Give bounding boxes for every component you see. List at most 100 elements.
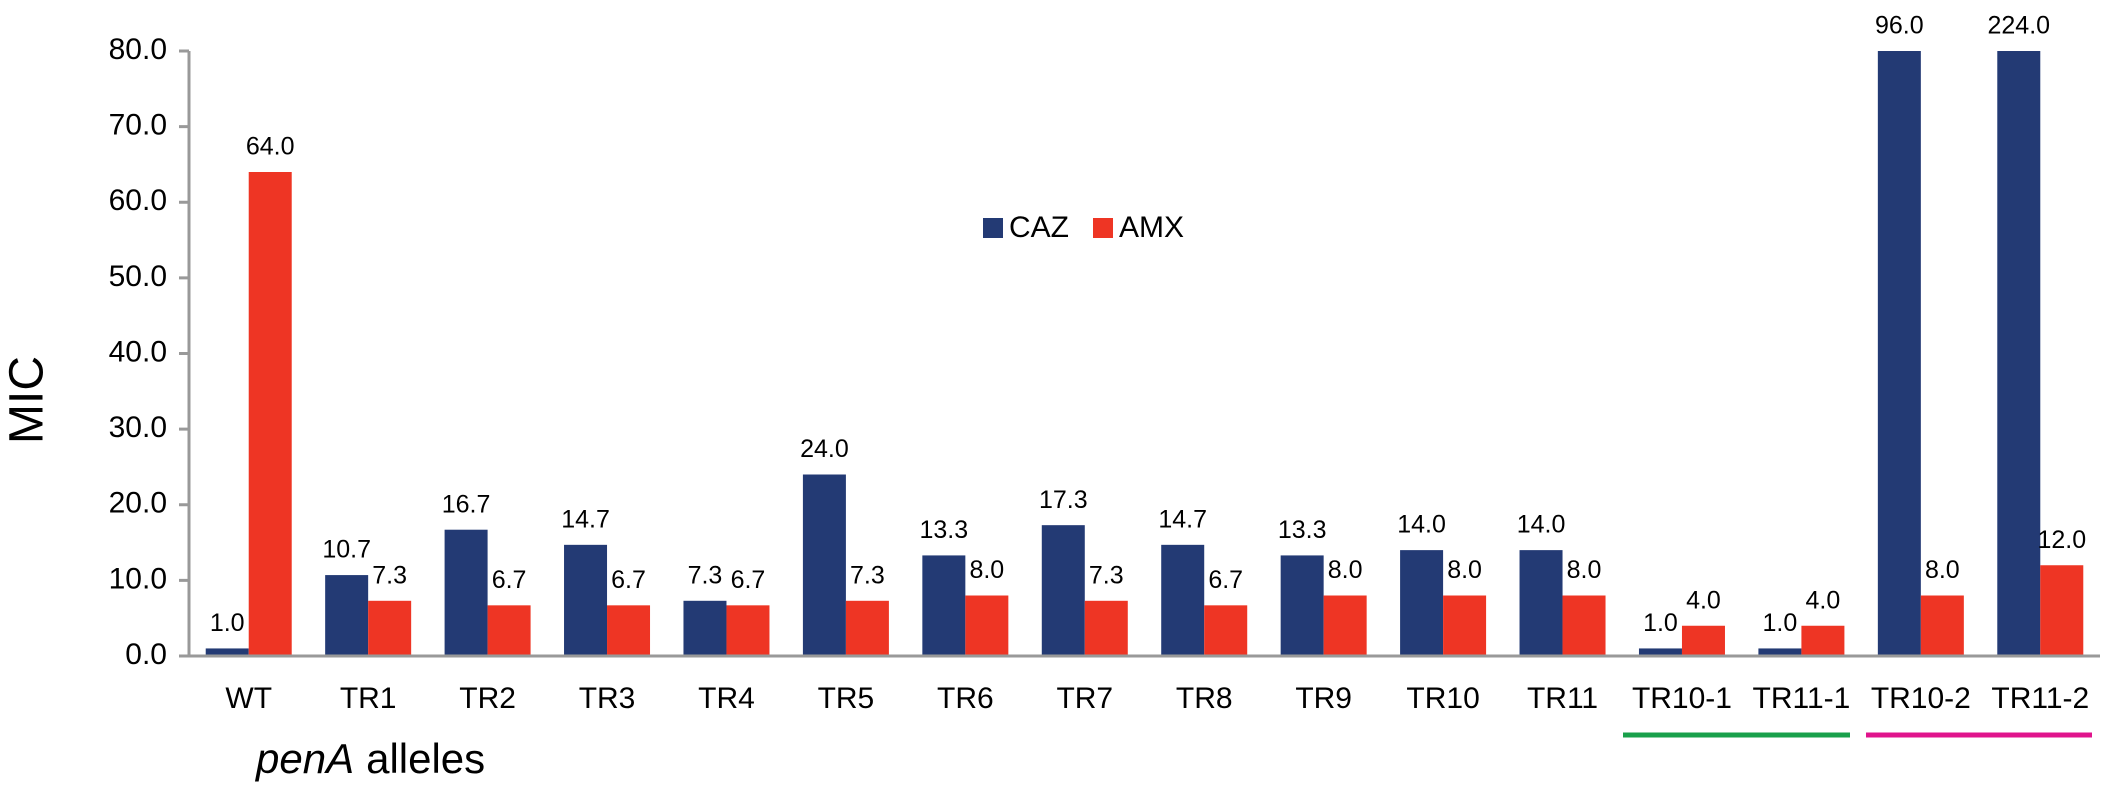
value-label: 1.0 (1643, 609, 1678, 637)
value-label: 96.0 (1875, 12, 1924, 40)
value-label: 14.0 (1517, 511, 1566, 539)
y-tick-label: 40.0 (109, 335, 167, 368)
value-label: 6.7 (1208, 566, 1243, 594)
value-label: 6.7 (492, 566, 527, 594)
bar (1562, 595, 1606, 656)
x-tick-label: TR8 (1176, 682, 1233, 715)
bar (1084, 600, 1128, 656)
value-label: 17.3 (1039, 486, 1088, 514)
bar (1280, 555, 1324, 656)
bar (1638, 648, 1682, 656)
y-tick-label: 80.0 (109, 33, 167, 66)
bar (1519, 550, 1563, 656)
x-axis-label-italic: penA (254, 735, 354, 782)
x-axis-label-rest: alleles (366, 735, 485, 782)
value-label: 14.0 (1397, 511, 1446, 539)
y-tick-label: 50.0 (109, 260, 167, 293)
legend-label: CAZ (1009, 211, 1069, 244)
bar (368, 600, 412, 656)
x-tick-label: TR1 (340, 682, 397, 715)
x-tick-label: TR3 (579, 682, 636, 715)
value-label: 7.3 (1089, 561, 1124, 589)
bar (1758, 648, 1802, 656)
value-label: 13.3 (920, 516, 969, 544)
x-tick-label: TR4 (698, 682, 755, 715)
bar (965, 595, 1009, 656)
bar (2040, 565, 2084, 656)
value-label: 6.7 (611, 566, 646, 594)
value-label: 64.0 (246, 133, 295, 161)
value-label: 224.0 (1988, 12, 2051, 40)
bar (726, 605, 770, 656)
x-tick-label: TR7 (1056, 682, 1113, 715)
bar (845, 600, 889, 656)
x-tick-label: TR11-2 (1991, 682, 2089, 715)
value-label: 1.0 (210, 609, 245, 637)
x-tick-label: TR10-2 (1871, 682, 1971, 715)
value-label: 4.0 (1806, 586, 1841, 614)
x-tick-label: TR9 (1295, 682, 1352, 715)
value-label: 6.7 (731, 566, 766, 594)
bar (1161, 544, 1205, 656)
x-tick-label: TR2 (459, 682, 516, 715)
bar (1997, 51, 2041, 656)
bar (564, 544, 608, 656)
value-label: 1.0 (1763, 609, 1798, 637)
x-tick-label: TR10 (1406, 682, 1479, 715)
bars (205, 51, 2084, 656)
x-tick-label: TR6 (937, 682, 994, 715)
value-label: 8.0 (1447, 556, 1482, 584)
bar (683, 600, 727, 656)
value-label: 24.0 (800, 435, 849, 463)
y-tick-label: 70.0 (109, 109, 167, 142)
value-label: 7.3 (372, 561, 407, 589)
value-label: 7.3 (688, 561, 723, 589)
bar (1443, 595, 1487, 656)
x-tick-label: WT (225, 682, 272, 715)
value-label: 7.3 (850, 561, 885, 589)
value-label: 8.0 (1567, 556, 1602, 584)
value-label: 12.0 (2037, 526, 2086, 554)
bar (607, 605, 651, 656)
x-tick-label: TR10-1 (1632, 682, 1732, 715)
bar (325, 575, 369, 656)
x-tick-label: TR5 (818, 682, 875, 715)
bar (1400, 550, 1444, 656)
value-label: 8.0 (1925, 556, 1960, 584)
y-axis-label: MIC (1, 356, 54, 444)
y-tick-label: 0.0 (125, 638, 167, 671)
x-tick-label: TR11 (1527, 682, 1598, 715)
bar (1041, 525, 1085, 656)
value-label: 10.7 (322, 536, 371, 564)
legend-swatch (983, 218, 1003, 238)
y-tick-label: 10.0 (109, 562, 167, 595)
y-tick-label: 20.0 (109, 487, 167, 520)
bar (1681, 625, 1725, 656)
x-tick-label: TR11-1 (1753, 682, 1851, 715)
value-label: 13.3 (1278, 516, 1327, 544)
value-label: 16.7 (442, 490, 491, 518)
value-label: 8.0 (969, 556, 1004, 584)
bar (1204, 605, 1248, 656)
bar (802, 474, 846, 656)
bar (487, 605, 531, 656)
bar (1323, 595, 1367, 656)
value-label: 4.0 (1686, 586, 1721, 614)
x-axis-label: penA alleles (254, 735, 485, 782)
legend-swatch (1093, 218, 1113, 238)
bar (1920, 595, 1964, 656)
value-label: 8.0 (1328, 556, 1363, 584)
bar (444, 529, 488, 656)
value-label: 14.7 (561, 505, 610, 533)
legend-label: AMX (1119, 211, 1184, 244)
y-tick-label: 30.0 (109, 411, 167, 444)
bar (1877, 51, 1921, 656)
y-tick-label: 60.0 (109, 184, 167, 217)
value-label: 14.7 (1158, 505, 1207, 533)
bar (922, 555, 966, 656)
bar (205, 648, 249, 656)
bar (248, 172, 292, 656)
bar (1801, 625, 1845, 656)
